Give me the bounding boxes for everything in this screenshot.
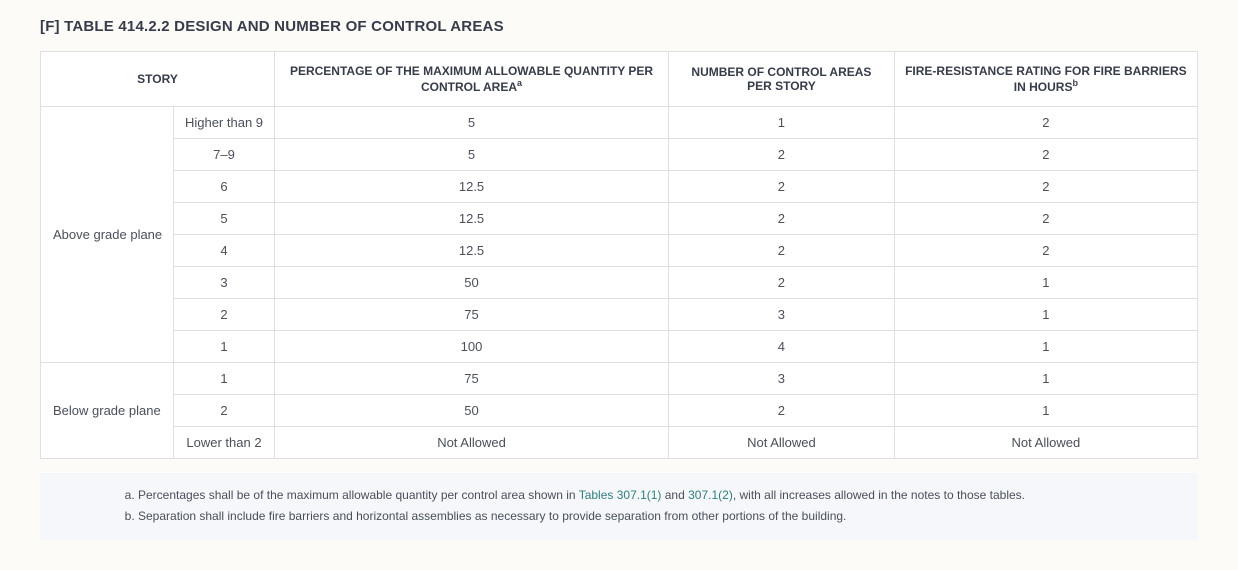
- cell-pct: 75: [275, 299, 669, 331]
- footnote-a-link2[interactable]: 307.1(2): [688, 488, 733, 502]
- cell-num: 2: [669, 171, 895, 203]
- cell-num: 3: [669, 299, 895, 331]
- table-row: 35021: [41, 267, 1198, 299]
- cell-fire: 1: [894, 363, 1197, 395]
- cell-num: 1: [669, 107, 895, 139]
- cell-fire: 2: [894, 203, 1197, 235]
- footnote-a: Percentages shall be of the maximum allo…: [138, 485, 1178, 506]
- col-percentage-text: PERCENTAGE OF THE MAXIMUM ALLOWABLE QUAN…: [290, 64, 653, 94]
- table-row: 612.522: [41, 171, 1198, 203]
- cell-num: 4: [669, 331, 895, 363]
- cell-num: 2: [669, 139, 895, 171]
- table-row: Below grade plane17531: [41, 363, 1198, 395]
- table-header-row: STORY PERCENTAGE OF THE MAXIMUM ALLOWABL…: [41, 52, 1198, 107]
- cell-fire: 2: [894, 107, 1197, 139]
- col-number: NUMBER OF CONTROL AREAS PER STORY: [669, 52, 895, 107]
- cell-fire: 1: [894, 395, 1197, 427]
- cell-fire: 2: [894, 171, 1197, 203]
- table-row: 25021: [41, 395, 1198, 427]
- cell-num: 2: [669, 203, 895, 235]
- cell-story: 1: [174, 331, 275, 363]
- footnote-a-link1[interactable]: Tables 307.1(1): [579, 488, 662, 502]
- table-body: Above grade planeHigher than 95127–95226…: [41, 107, 1198, 459]
- cell-fire: 2: [894, 235, 1197, 267]
- cell-pct: 12.5: [275, 203, 669, 235]
- cell-num: 2: [669, 235, 895, 267]
- cell-fire: 1: [894, 331, 1197, 363]
- cell-story: 7–9: [174, 139, 275, 171]
- col-fire-text: FIRE-RESISTANCE RATING FOR FIRE BARRIERS…: [905, 64, 1187, 94]
- control-areas-table: STORY PERCENTAGE OF THE MAXIMUM ALLOWABL…: [40, 51, 1198, 459]
- cell-num: Not Allowed: [669, 427, 895, 459]
- table-row: 110041: [41, 331, 1198, 363]
- cell-pct: 50: [275, 267, 669, 299]
- footnote-a-mid: and: [661, 488, 688, 502]
- footnote-b: Separation shall include fire barriers a…: [138, 506, 1178, 527]
- cell-story: 4: [174, 235, 275, 267]
- cell-pct: Not Allowed: [275, 427, 669, 459]
- cell-pct: 5: [275, 107, 669, 139]
- row-group-label: Above grade plane: [41, 107, 174, 363]
- cell-pct: 75: [275, 363, 669, 395]
- cell-num: 2: [669, 267, 895, 299]
- cell-story: 6: [174, 171, 275, 203]
- cell-story: 1: [174, 363, 275, 395]
- cell-pct: 100: [275, 331, 669, 363]
- footnote-a-pre: Percentages shall be of the maximum allo…: [138, 488, 579, 502]
- row-group-label: Below grade plane: [41, 363, 174, 459]
- cell-num: 2: [669, 395, 895, 427]
- cell-num: 3: [669, 363, 895, 395]
- cell-pct: 50: [275, 395, 669, 427]
- cell-fire: 1: [894, 267, 1197, 299]
- table-row: 412.522: [41, 235, 1198, 267]
- table-row: 27531: [41, 299, 1198, 331]
- footnotes-block: Percentages shall be of the maximum allo…: [40, 473, 1198, 540]
- col-percentage: PERCENTAGE OF THE MAXIMUM ALLOWABLE QUAN…: [275, 52, 669, 107]
- cell-story: 3: [174, 267, 275, 299]
- col-percentage-sup: a: [517, 78, 522, 88]
- cell-pct: 5: [275, 139, 669, 171]
- table-row: Lower than 2Not AllowedNot AllowedNot Al…: [41, 427, 1198, 459]
- cell-story: 2: [174, 299, 275, 331]
- cell-fire: Not Allowed: [894, 427, 1197, 459]
- cell-pct: 12.5: [275, 235, 669, 267]
- table-title: [F] TABLE 414.2.2 DESIGN AND NUMBER OF C…: [40, 18, 1198, 35]
- table-row: Above grade planeHigher than 9512: [41, 107, 1198, 139]
- col-fire: FIRE-RESISTANCE RATING FOR FIRE BARRIERS…: [894, 52, 1197, 107]
- cell-pct: 12.5: [275, 171, 669, 203]
- table-row: 512.522: [41, 203, 1198, 235]
- footnote-a-post: , with all increases allowed in the note…: [733, 488, 1025, 502]
- cell-fire: 2: [894, 139, 1197, 171]
- cell-story: 2: [174, 395, 275, 427]
- cell-story: 5: [174, 203, 275, 235]
- cell-story: Lower than 2: [174, 427, 275, 459]
- col-fire-sup: b: [1072, 78, 1078, 88]
- cell-story: Higher than 9: [174, 107, 275, 139]
- col-story: STORY: [41, 52, 275, 107]
- table-row: 7–9522: [41, 139, 1198, 171]
- cell-fire: 1: [894, 299, 1197, 331]
